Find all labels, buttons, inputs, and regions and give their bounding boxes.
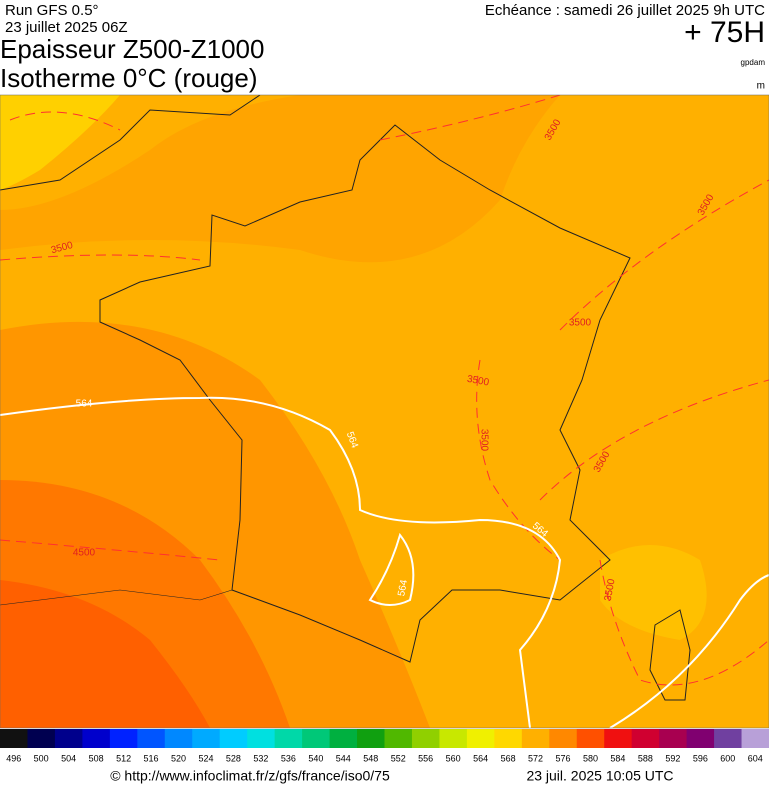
colorbar-label: 528: [226, 753, 241, 763]
colorbar-label: 512: [116, 753, 131, 763]
contour-label: 3500: [603, 578, 618, 602]
colorbar-label: 604: [748, 753, 763, 763]
contour-label: 3500: [478, 429, 489, 452]
colorbar-swatch: [384, 729, 413, 748]
colorbar-label: 600: [720, 753, 735, 763]
colorbar-swatch: [109, 729, 138, 748]
colorbar-label: 536: [281, 753, 296, 763]
colorbar-swatch: [686, 729, 715, 748]
field-warm-yellow: [0, 95, 120, 190]
thickness-contour: [368, 532, 415, 606]
colorbar-swatch: [219, 729, 248, 748]
iso0-line: [476, 359, 561, 561]
colorbar-label: 504: [61, 753, 76, 763]
map-frame: [0, 94, 769, 729]
colorbar-swatch: [302, 729, 331, 748]
field-band: [0, 580, 210, 728]
colorbar-swatch: [0, 729, 28, 748]
iso0-line: [0, 254, 201, 261]
colorbar-swatch: [27, 729, 56, 748]
colorbar-label: 564: [473, 753, 488, 763]
colorbar-label: 560: [446, 753, 461, 763]
colorbar-label: 508: [89, 753, 104, 763]
map: 3500350035003500350035003500350045005645…: [0, 94, 769, 729]
colorbar-swatch: [439, 729, 468, 748]
colorbar-label: 552: [391, 753, 406, 763]
colorbar-swatch: [82, 729, 111, 748]
colorbar-label: 548: [363, 753, 378, 763]
colorbar-swatch: [357, 729, 385, 748]
timestamp: 23 juil. 2025 10:05 UTC: [526, 768, 673, 784]
colorbar-label: 584: [610, 753, 625, 763]
colorbar-label: 524: [198, 753, 213, 763]
colorbar-label: 568: [501, 753, 516, 763]
colorbar-swatch: [494, 729, 523, 748]
colorbar-swatch: [659, 729, 688, 748]
run-date: 23 juillet 2025 06Z: [5, 19, 128, 36]
iso0-line: [9, 111, 121, 131]
colorbar-swatch: [631, 729, 660, 748]
iso0-line: [559, 179, 769, 331]
colorbar-swatch: [274, 729, 303, 748]
contour-label: 3500: [569, 318, 592, 329]
colorbar-label: 496: [6, 753, 21, 763]
thickness-contour: [0, 396, 562, 728]
title: Epaisseur Z500-Z1000: [0, 34, 264, 64]
colorbar-label: 576: [556, 753, 571, 763]
coastline: [0, 589, 233, 606]
colorbar-swatch: [741, 729, 769, 748]
field-band: [600, 545, 707, 640]
colorbar-label: 592: [665, 753, 680, 763]
contour-label: 4500: [73, 548, 96, 559]
colorbar-label: 580: [583, 753, 598, 763]
colorbar-swatch: [521, 729, 550, 748]
thickness-contour: [609, 574, 769, 728]
colorbar-label: 556: [418, 753, 433, 763]
coastline: [99, 124, 631, 663]
colorbar-label: 520: [171, 753, 186, 763]
coastline: [0, 95, 261, 191]
colorbar-label: 596: [693, 753, 708, 763]
field-band: [0, 95, 560, 263]
unit-thickness: gpdam: [741, 58, 766, 67]
colorbar-swatch: [329, 729, 358, 748]
colorbar-label: 588: [638, 753, 653, 763]
run-label: Run GFS 0.5°: [5, 2, 99, 19]
iso0-line: [379, 95, 561, 141]
subtitle: Isotherme 0°C (rouge): [0, 63, 258, 93]
colorbar-swatch: [192, 729, 221, 748]
colorbar-label: 532: [253, 753, 268, 763]
unit-iso0: m: [757, 81, 765, 92]
iso0-line: [0, 539, 221, 561]
echeance: Echéance : samedi 26 juillet 2025 9h UTC: [485, 2, 765, 19]
colorbar-swatch: [604, 729, 633, 748]
source-link[interactable]: © http://www.infoclimat.fr/z/gfs/france/…: [110, 768, 390, 784]
colorbar-label: 544: [336, 753, 351, 763]
contour-label: 564: [76, 399, 93, 410]
colorbar-swatch: [54, 729, 83, 748]
colorbar-label: 540: [308, 753, 323, 763]
colorbar-swatch: [411, 729, 440, 748]
colorbar-label: 500: [34, 753, 49, 763]
iso0-line: [539, 379, 769, 501]
colorbar-swatch: [164, 729, 193, 748]
colorbar: 496 500 504 508 512 516 520 524 528 532 536 540 544 5…: [0, 729, 769, 763]
colorbar-swatch: [714, 729, 743, 748]
colorbar-swatch: [549, 729, 578, 748]
colorbar-swatch: [247, 729, 276, 748]
colorbar-label: 572: [528, 753, 543, 763]
lead-time: + 75H: [684, 16, 765, 49]
contour-label: 564: [396, 578, 410, 597]
contour-label: 3500: [466, 374, 490, 389]
coastline: [649, 609, 691, 701]
iso0-line: [599, 559, 769, 686]
colorbar-swatch: [576, 729, 605, 748]
colorbar-label: 516: [144, 753, 159, 763]
colorbar-swatch: [466, 729, 495, 748]
colorbar-swatch: [137, 729, 166, 748]
